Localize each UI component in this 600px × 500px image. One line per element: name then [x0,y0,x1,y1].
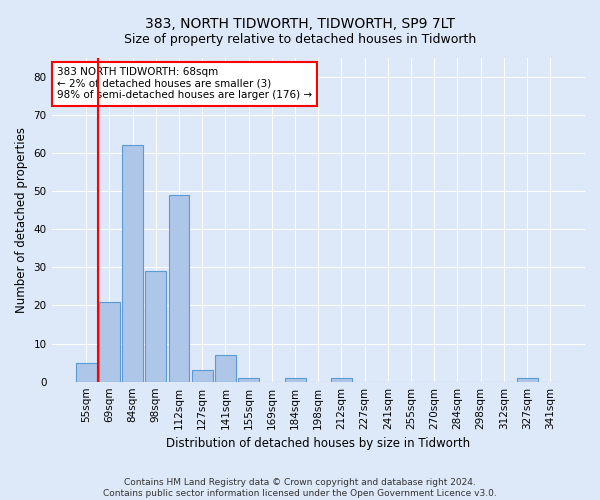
Bar [238,378,259,382]
Bar [215,355,236,382]
X-axis label: Distribution of detached houses by size in Tidworth: Distribution of detached houses by size … [166,437,470,450]
Bar [99,302,120,382]
Bar [122,145,143,382]
Text: 383, NORTH TIDWORTH, TIDWORTH, SP9 7LT: 383, NORTH TIDWORTH, TIDWORTH, SP9 7LT [145,18,455,32]
Bar [192,370,212,382]
Text: Contains HM Land Registry data © Crown copyright and database right 2024.
Contai: Contains HM Land Registry data © Crown c… [103,478,497,498]
Text: Size of property relative to detached houses in Tidworth: Size of property relative to detached ho… [124,32,476,46]
Text: 383 NORTH TIDWORTH: 68sqm
← 2% of detached houses are smaller (3)
98% of semi-de: 383 NORTH TIDWORTH: 68sqm ← 2% of detach… [57,67,312,100]
Bar [169,195,190,382]
Bar [284,378,305,382]
Bar [517,378,538,382]
Bar [331,378,352,382]
Bar [76,362,97,382]
Y-axis label: Number of detached properties: Number of detached properties [15,126,28,312]
Bar [145,271,166,382]
